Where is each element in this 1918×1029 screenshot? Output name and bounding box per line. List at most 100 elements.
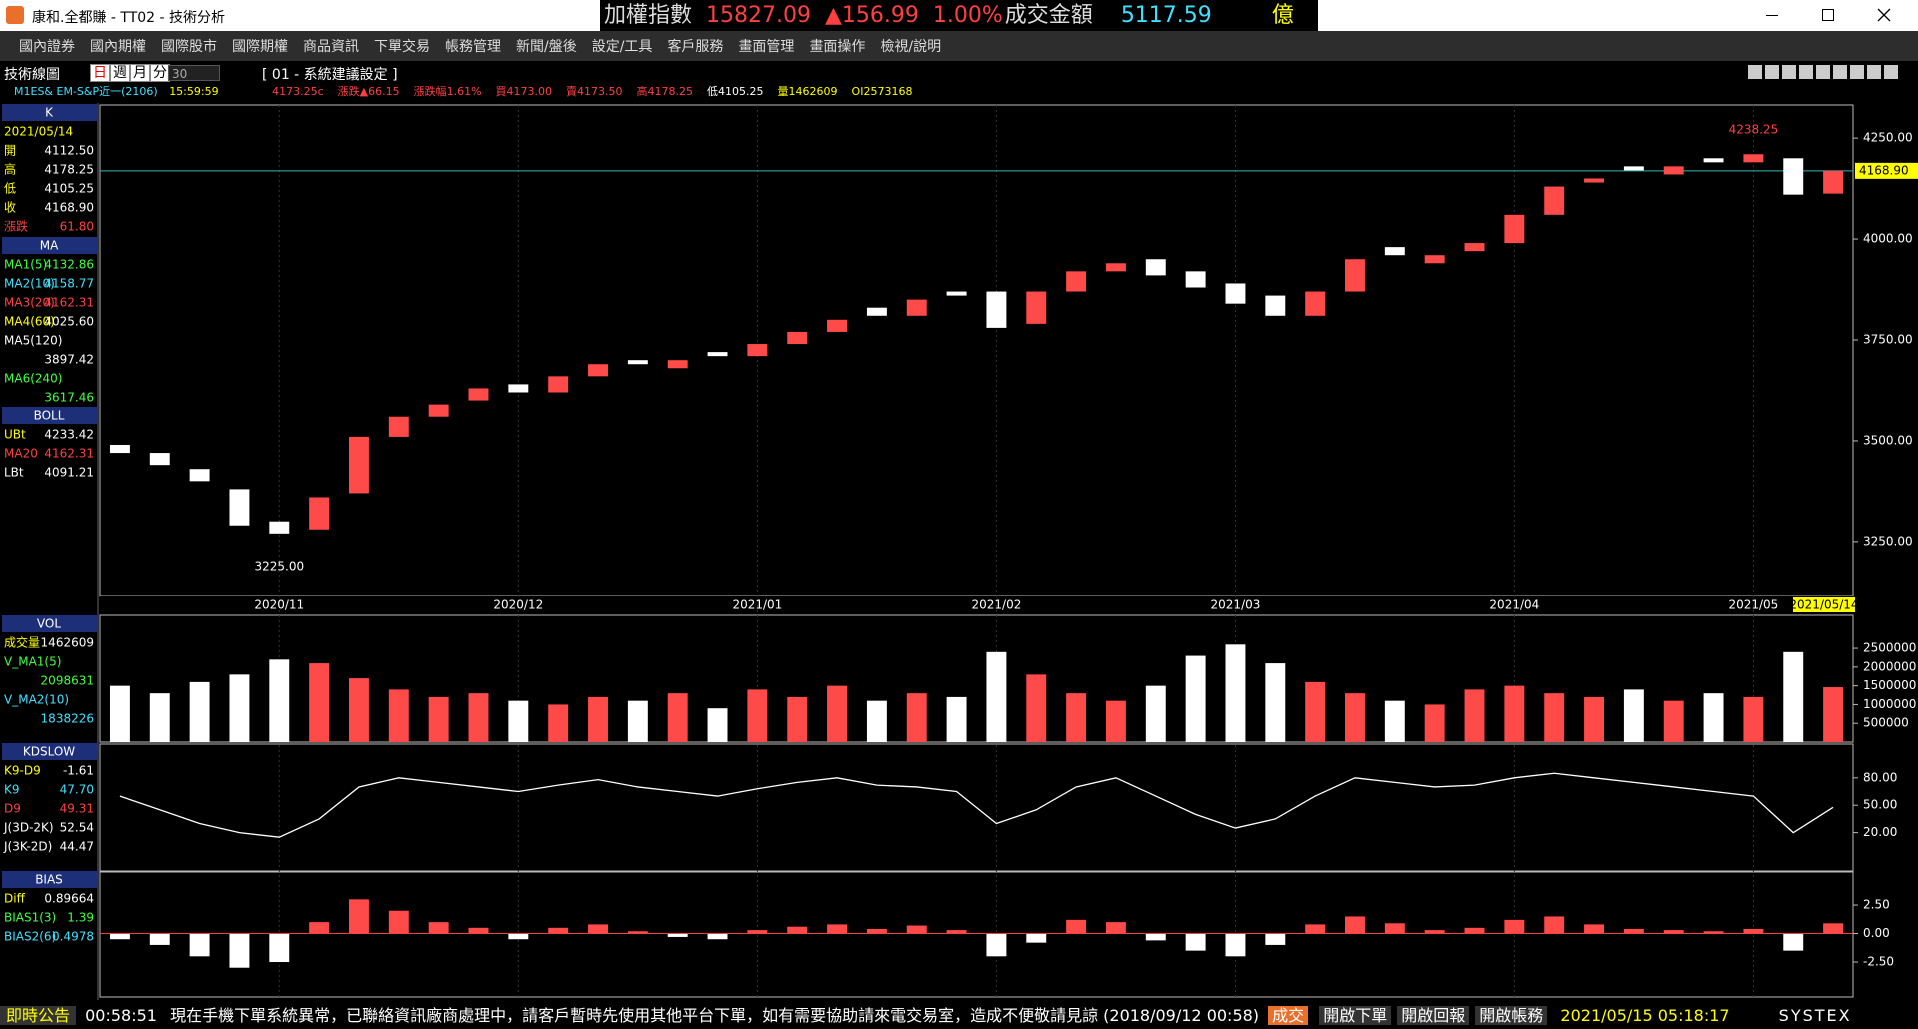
deal-button[interactable]: 成交 [1268, 1006, 1309, 1025]
status-button[interactable]: 開啟下單 [1319, 1006, 1392, 1025]
menu-item[interactable]: 客戶服務 [667, 39, 724, 55]
panel-value: 1838226 [41, 712, 94, 726]
panel-label: 開 [4, 144, 16, 158]
window-title: 康和.全都賺 - TT02 - 技術分析 [32, 10, 226, 26]
y-tick-label: 50.00 [1863, 798, 1897, 812]
panel-label: K9 [4, 783, 20, 797]
x-tick-label: 2021/03 [1211, 598, 1261, 612]
bar [1504, 685, 1525, 742]
candle [229, 489, 250, 526]
x-tick-label: 2021/04 [1489, 598, 1539, 612]
menu-item[interactable]: 國內證券 [19, 39, 75, 55]
panel-frame [99, 614, 1854, 743]
panel-label: MA20 [4, 447, 38, 461]
x-tick-label: 2021/02 [971, 598, 1021, 612]
candle [1066, 271, 1087, 292]
panel-value: 4091.21 [44, 466, 94, 480]
bar [1225, 933, 1246, 957]
bar [1265, 933, 1286, 945]
quote-items: 4173.25c 漲跌▲66.15 漲跌幅1.61% 買4173.00 賣4173.50… [272, 85, 926, 98]
menu-item[interactable]: 檢視/說明 [880, 39, 942, 55]
panel-value: 1462609 [41, 636, 94, 650]
y-tick-label: 2500000 [1863, 641, 1916, 655]
bar [1145, 685, 1166, 742]
period-button[interactable]: 月 [130, 64, 150, 82]
candle [1424, 255, 1445, 264]
x-tick-label: 2021/05 [1728, 598, 1778, 612]
panel-label: V_MA1(5) [4, 655, 61, 669]
menu-item[interactable]: 商品資訊 [303, 39, 359, 55]
y-tick-label: 3750.00 [1863, 333, 1913, 347]
status-button[interactable]: 開啟帳務 [1475, 1006, 1548, 1025]
panel-value: 4168.90 [44, 201, 94, 215]
bar [1823, 687, 1844, 742]
clock: 2021/05/15 05:18:17 [1560, 1006, 1730, 1025]
bar [149, 933, 170, 945]
candle [627, 360, 648, 365]
bar [866, 700, 887, 742]
candle [1823, 170, 1844, 194]
bar [1384, 700, 1405, 742]
panel-value: 4178.25 [44, 163, 94, 177]
menu-item[interactable]: 帳務管理 [445, 39, 501, 55]
bar [508, 700, 529, 742]
bar [1663, 930, 1684, 934]
panel-label: MA1(5) [4, 258, 47, 272]
candle [1345, 259, 1365, 292]
period-button[interactable]: 分 [150, 64, 170, 82]
status-button[interactable]: 開啟回報 [1397, 1006, 1470, 1025]
candle [1265, 295, 1286, 316]
panel-value: 1.39 [67, 911, 94, 925]
menu-item[interactable]: 下單交易 [374, 39, 430, 55]
bar [1504, 919, 1525, 934]
candle [1584, 178, 1604, 183]
panel-header-bg [2, 104, 97, 121]
date-axis-bg [100, 596, 1853, 612]
quote-item: 4173.25c [272, 85, 324, 98]
bar [189, 681, 210, 742]
bar [189, 933, 210, 957]
panel-label: MA6(240) [4, 372, 62, 386]
panel-value: 4025.60 [44, 315, 94, 329]
candle [428, 404, 449, 417]
menu-item[interactable]: 國際期權 [232, 39, 288, 55]
bar [1544, 693, 1565, 742]
panel-value: 4105.25 [44, 182, 94, 196]
minimize-button[interactable] [1766, 15, 1778, 16]
menu-bar: 國內證券 國內期權 國際股市 國際期權 商品資訊 下單交易 帳務管理 新聞/盤後 設定/工具 客戶… [0, 31, 1918, 61]
bar [309, 922, 330, 934]
panel-value: 61.80 [60, 220, 94, 234]
high-annotation: 4238.25 [1729, 123, 1779, 137]
quote-item: 低4105.25 [707, 85, 764, 98]
menu-item[interactable]: 畫面操作 [809, 39, 866, 55]
period-button[interactable]: 日 [90, 64, 110, 82]
bar [1783, 933, 1804, 951]
menu-item[interactable]: 新聞/盤後 [516, 39, 577, 55]
bar [1145, 933, 1166, 941]
maximize-button[interactable] [1822, 9, 1834, 21]
bar [1663, 700, 1684, 742]
bar [787, 696, 808, 742]
panel-value: 3617.46 [44, 391, 94, 405]
candle [548, 376, 569, 393]
menu-item[interactable]: 設定/工具 [591, 39, 653, 55]
candle [986, 291, 1007, 328]
y-tick-label: 1500000 [1863, 678, 1916, 692]
panel-label: MA4(60) [4, 315, 55, 329]
brand: SYSTEX [1778, 1006, 1852, 1025]
close-button[interactable] [1877, 8, 1891, 22]
panel-label: 成交量 [4, 635, 40, 650]
bar [1544, 916, 1565, 934]
y-tick-label: 4000.00 [1863, 232, 1913, 246]
menu-item[interactable]: 國際股市 [161, 39, 217, 55]
candle [309, 497, 330, 530]
candle [787, 331, 808, 345]
y-tick-label: 3250.00 [1863, 534, 1913, 548]
count-dropdown[interactable]: 30 [168, 65, 220, 81]
candle [1783, 158, 1804, 195]
menu-item[interactable]: 畫面管理 [738, 39, 795, 55]
menu-item[interactable]: 國內期權 [90, 39, 146, 55]
bar [1783, 651, 1804, 742]
period-button[interactable]: 週 [110, 64, 130, 82]
bar [468, 693, 489, 742]
